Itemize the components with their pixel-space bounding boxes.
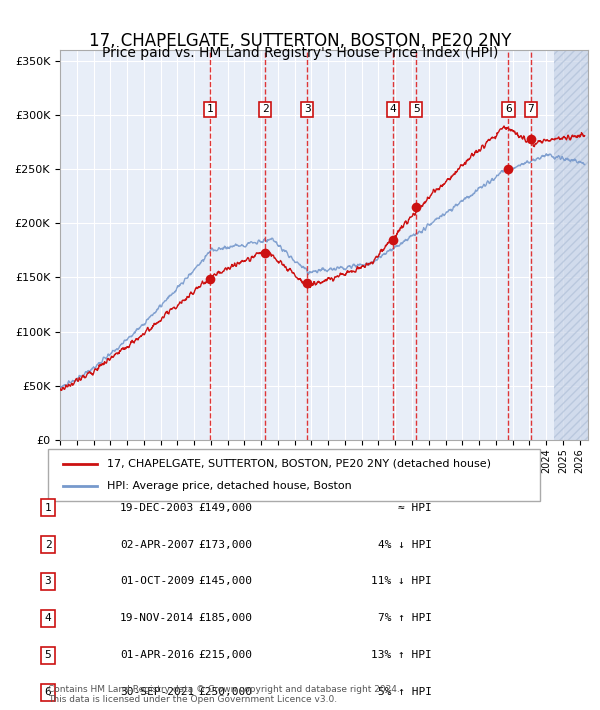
Text: Contains HM Land Registry data © Crown copyright and database right 2024.: Contains HM Land Registry data © Crown c… [48, 685, 400, 694]
Text: 11% ↓ HPI: 11% ↓ HPI [371, 577, 432, 586]
Text: 4% ↓ HPI: 4% ↓ HPI [378, 540, 432, 550]
Text: 5% ↑ HPI: 5% ↑ HPI [378, 687, 432, 697]
Text: £215,000: £215,000 [198, 650, 252, 660]
Text: 3: 3 [44, 577, 52, 586]
Text: 4: 4 [44, 613, 52, 623]
Text: 13% ↑ HPI: 13% ↑ HPI [371, 650, 432, 660]
Bar [554, 50, 588, 440]
Text: 7: 7 [527, 104, 534, 114]
Text: 3: 3 [304, 104, 311, 114]
Text: 19-NOV-2014: 19-NOV-2014 [120, 613, 194, 623]
Text: 30-SEP-2021: 30-SEP-2021 [120, 687, 194, 697]
Text: HPI: Average price, detached house, Boston: HPI: Average price, detached house, Bost… [107, 481, 352, 491]
Text: 2: 2 [262, 104, 269, 114]
Text: 6: 6 [44, 687, 52, 697]
Text: 1: 1 [207, 104, 214, 114]
Text: £149,000: £149,000 [198, 503, 252, 513]
Text: 4: 4 [390, 104, 397, 114]
Text: 5: 5 [44, 650, 52, 660]
FancyBboxPatch shape [48, 449, 540, 501]
Text: £185,000: £185,000 [198, 613, 252, 623]
Text: 01-OCT-2009: 01-OCT-2009 [120, 577, 194, 586]
Text: 19-DEC-2003: 19-DEC-2003 [120, 503, 194, 513]
Text: £145,000: £145,000 [198, 577, 252, 586]
Text: 7% ↑ HPI: 7% ↑ HPI [378, 613, 432, 623]
Text: ≈ HPI: ≈ HPI [398, 503, 432, 513]
Text: £250,000: £250,000 [198, 687, 252, 697]
Text: 1: 1 [44, 503, 52, 513]
Text: 02-APR-2007: 02-APR-2007 [120, 540, 194, 550]
Text: 5: 5 [413, 104, 419, 114]
Text: 6: 6 [505, 104, 512, 114]
Text: 2: 2 [44, 540, 52, 550]
Text: 17, CHAPELGATE, SUTTERTON, BOSTON, PE20 2NY: 17, CHAPELGATE, SUTTERTON, BOSTON, PE20 … [89, 32, 511, 50]
Text: 17, CHAPELGATE, SUTTERTON, BOSTON, PE20 2NY (detached house): 17, CHAPELGATE, SUTTERTON, BOSTON, PE20 … [107, 459, 491, 469]
Text: 01-APR-2016: 01-APR-2016 [120, 650, 194, 660]
Text: £173,000: £173,000 [198, 540, 252, 550]
Text: This data is licensed under the Open Government Licence v3.0.: This data is licensed under the Open Gov… [48, 695, 337, 704]
Text: Price paid vs. HM Land Registry's House Price Index (HPI): Price paid vs. HM Land Registry's House … [102, 46, 498, 60]
